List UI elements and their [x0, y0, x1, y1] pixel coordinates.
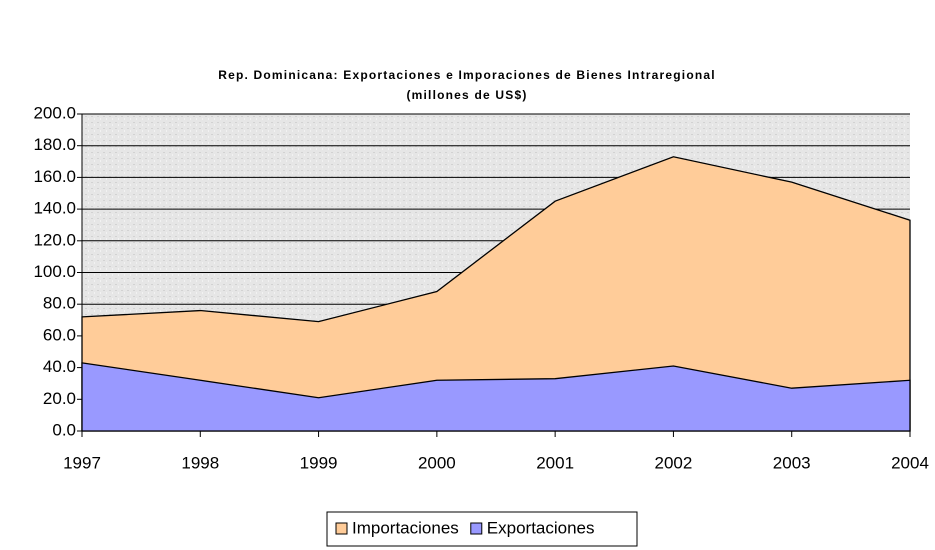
- y-tick-label: 60.0: [43, 325, 76, 344]
- legend-swatch: [470, 522, 483, 535]
- x-tick-label: 2004: [891, 453, 929, 472]
- x-tick-label: 2001: [536, 453, 574, 472]
- y-tick-label: 20.0: [43, 389, 76, 408]
- y-tick-label: 80.0: [43, 294, 76, 313]
- legend-label: Exportaciones: [487, 518, 595, 537]
- y-tick-label: 160.0: [33, 167, 76, 186]
- x-tick-label: 2000: [418, 453, 456, 472]
- legend-label: Importaciones: [352, 518, 459, 537]
- x-tick-label: 1997: [63, 453, 101, 472]
- chart-subtitle: (millones de US$): [406, 88, 527, 102]
- y-tick-label: 40.0: [43, 357, 76, 376]
- chart-title: Rep. Dominicana: Exportaciones e Imporac…: [218, 68, 716, 82]
- y-tick-label: 100.0: [33, 262, 76, 281]
- y-tick-label: 120.0: [33, 230, 76, 249]
- x-tick-label: 1999: [300, 453, 338, 472]
- y-tick-label: 140.0: [33, 199, 76, 218]
- y-tick-label: 180.0: [33, 135, 76, 154]
- legend-swatch: [335, 522, 348, 535]
- x-tick-label: 2002: [655, 453, 693, 472]
- x-tick-label: 1998: [181, 453, 219, 472]
- x-tick-label: 2003: [773, 453, 811, 472]
- y-tick-label: 0.0: [52, 420, 76, 439]
- y-tick-label: 200.0: [33, 103, 76, 122]
